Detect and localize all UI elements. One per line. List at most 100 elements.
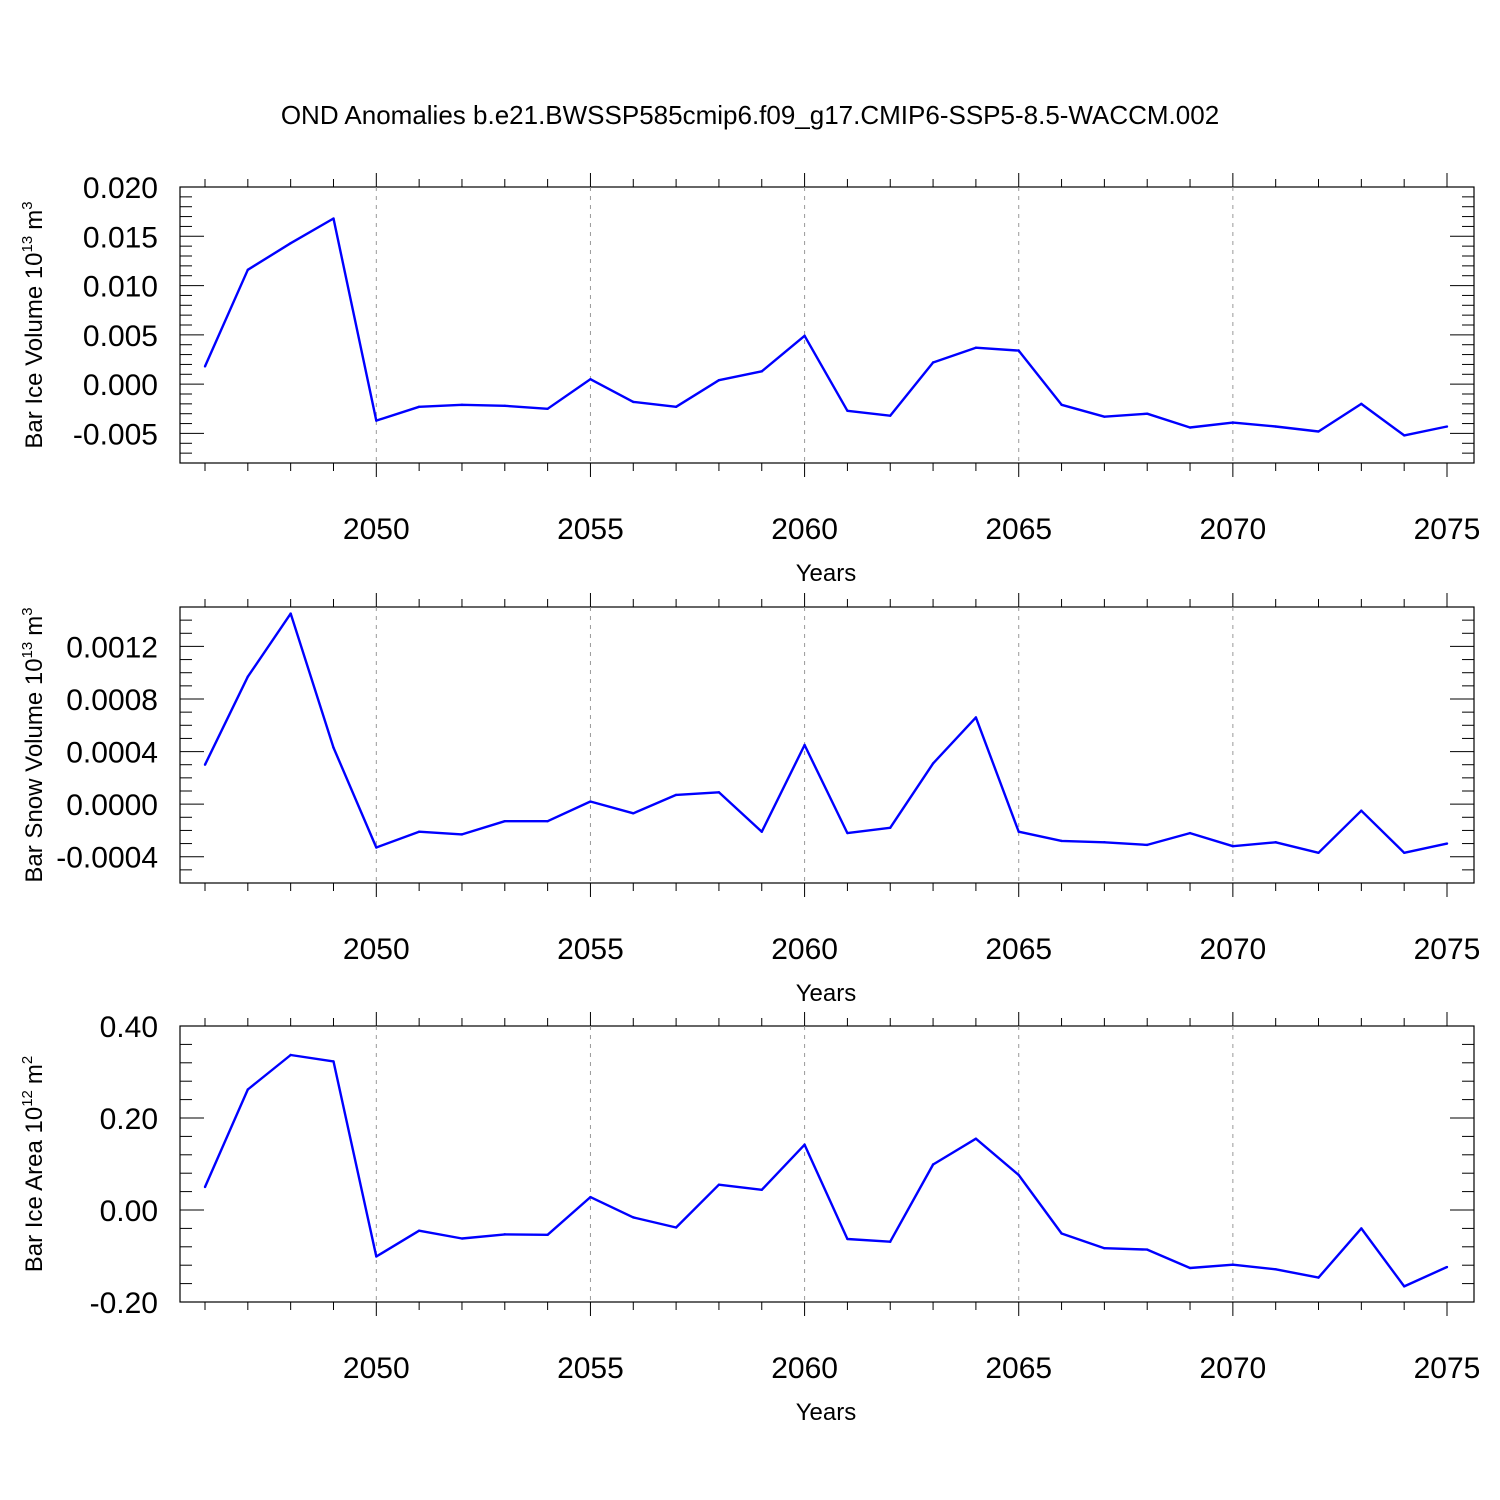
data-point [589,378,592,381]
data-point [289,612,292,615]
x-axis-title: Years [796,1399,857,1426]
data-point [460,1237,464,1240]
data-point [1445,842,1449,845]
data-point [846,409,849,412]
y-tick-label: 0.20 [100,1103,158,1136]
data-point [1231,845,1235,848]
data-point [846,1237,849,1241]
data-point [974,1137,978,1140]
y-tick-label: 0.0000 [66,789,158,822]
panel-ice-volume: -0.005 0.000 0.005 0.010 0.015 0.020 2050 2055 2… [19,172,1480,587]
data-point [1188,1266,1192,1270]
data-point [1146,412,1149,415]
x-tick-label: 2060 [771,933,838,966]
data-point [632,812,635,815]
data-point [1402,434,1406,437]
x-tick-label: 2055 [557,513,624,546]
panel-snow-volume: -0.0004 0.0000 0.0004 0.0008 0.0012 2050 2055 2… [19,593,1480,1007]
data-point [803,1143,806,1146]
data-point [889,1240,892,1243]
data-point [246,1088,250,1091]
y-axis-title-unit: m [21,616,48,636]
x-tick-label: 2065 [985,513,1052,546]
data-point [589,800,592,803]
data-point [931,361,935,364]
x-tick-label: 2070 [1199,513,1266,546]
y-tick-label: 0.0012 [66,631,158,664]
data-point [1060,403,1063,407]
data-point [846,831,849,835]
data-point [203,365,207,368]
data-point [1445,1265,1449,1269]
data-point [246,675,250,678]
data-point [1231,421,1235,424]
y-axis-title-unit-exponent: 2 [19,1056,36,1064]
y-axis-title-unit-exponent: 3 [19,607,36,615]
series-line-snow-volume [203,612,1448,854]
data-point [1188,426,1192,429]
data-point [332,746,335,749]
x-tick-label: 2075 [1414,513,1481,546]
y-tick-label: 0.020 [83,172,158,205]
x-tick-label: 2060 [771,513,838,546]
data-point [503,820,506,823]
data-point [1146,843,1149,847]
data-point [375,1255,378,1258]
data-point [375,846,378,849]
y-axis-title: Bar Ice Area 1012 m2 [19,1056,48,1272]
y-axis-title-exponent: 13 [19,236,36,253]
y-axis-title-unit: m [21,1064,48,1084]
data-point [760,830,763,833]
y-tick-label: 0.0008 [66,684,158,717]
data-point [289,1053,292,1057]
data-point [1274,425,1277,428]
data-point [1146,1248,1149,1251]
y-tick-label: 0.0004 [66,737,158,770]
x-tick-label: 2050 [343,513,410,546]
series-line-ice-volume [203,217,1448,437]
y-tick-label: 0.005 [83,320,158,353]
data-point [332,217,335,220]
data-point [417,830,421,833]
y-axis-title-unit: m [21,210,48,230]
y-axis-title-text: Bar Ice Area 10 [21,1107,48,1272]
data-point [1360,402,1363,406]
data-point [632,400,635,404]
data-point [889,826,892,829]
y-axis-title-text: Bar Snow Volume 10 [21,658,48,882]
y-tick-label: -0.0004 [56,842,158,875]
data-point [803,334,806,338]
data-point [1445,425,1449,428]
y-tick-label: 0.00 [100,1195,158,1228]
data-point [1402,851,1406,854]
data-point [332,1060,335,1063]
data-point [589,1195,592,1199]
x-tick-label: 2055 [557,933,624,966]
panel-ice-area: -0.20 0.00 0.20 0.40 2050 2055 2060 2065 2070 207… [19,1011,1480,1426]
data-point [546,820,549,823]
x-tick-label: 2050 [343,1352,410,1385]
x-tick-label: 2055 [557,1352,624,1385]
data-point [974,716,978,719]
data-point [1274,1268,1277,1271]
y-axis-title-exponent: 12 [19,1090,36,1107]
data-point [460,403,464,407]
x-axis-title: Years [796,980,857,1007]
data-point [1402,1285,1406,1288]
data-point [974,346,978,349]
y-axis-title: Bar Ice Volume 1013 m3 [19,201,48,448]
data-point [760,1188,763,1191]
data-point [1317,430,1320,433]
data-point [1017,349,1020,352]
data-point [717,791,721,794]
data-point [1103,415,1106,418]
data-point [1317,1276,1320,1279]
data-point [503,404,506,408]
data-point [1231,1263,1235,1266]
x-tick-label: 2060 [771,1352,838,1385]
y-axis-title-exponent: 13 [19,642,36,659]
data-point [1060,1232,1063,1235]
data-point [203,1185,207,1189]
